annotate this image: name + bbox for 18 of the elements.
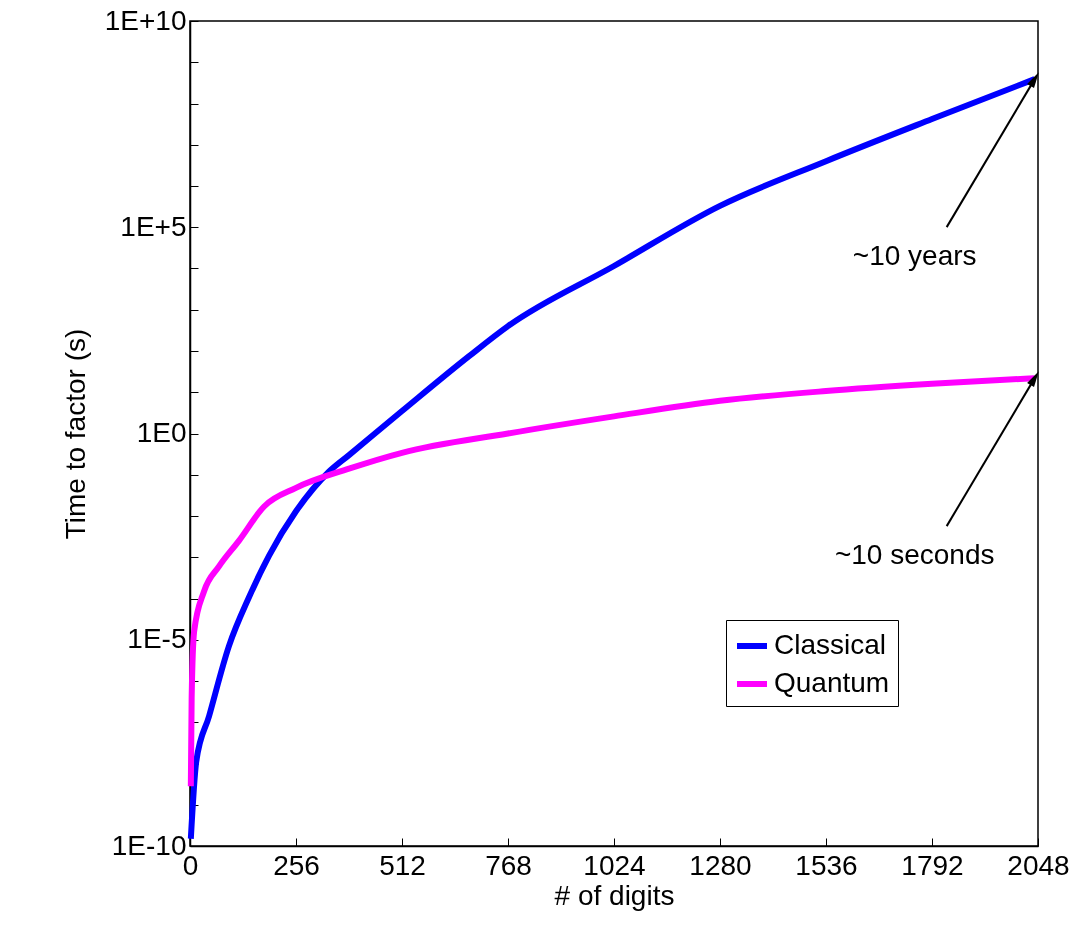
- x-axis-title: # of digits: [554, 879, 675, 911]
- annotation: ~10 seconds: [834, 539, 995, 571]
- y-tick-label: 1E0: [136, 417, 187, 448]
- x-tick-label: 2048: [1007, 849, 1070, 881]
- y-tick-label: 1E+5: [120, 210, 187, 242]
- legend-label: Classical: [774, 629, 887, 660]
- x-tick-label: 1280: [689, 849, 752, 881]
- y-tick-label: 1E+10: [104, 4, 187, 36]
- y-tick-label: 1E-5: [127, 623, 187, 655]
- legend-label: Quantum: [774, 667, 890, 698]
- x-tick-label: 1024: [583, 849, 646, 881]
- x-tick-label: 256: [273, 849, 320, 881]
- x-tick-label: 768: [485, 849, 532, 881]
- y-axis-title: Time to factor (s): [59, 328, 91, 540]
- x-tick-label: 512: [379, 849, 426, 881]
- annotation: ~10 years: [852, 240, 977, 272]
- x-tick-label: 1792: [901, 849, 964, 881]
- x-tick-label: 1536: [795, 849, 858, 881]
